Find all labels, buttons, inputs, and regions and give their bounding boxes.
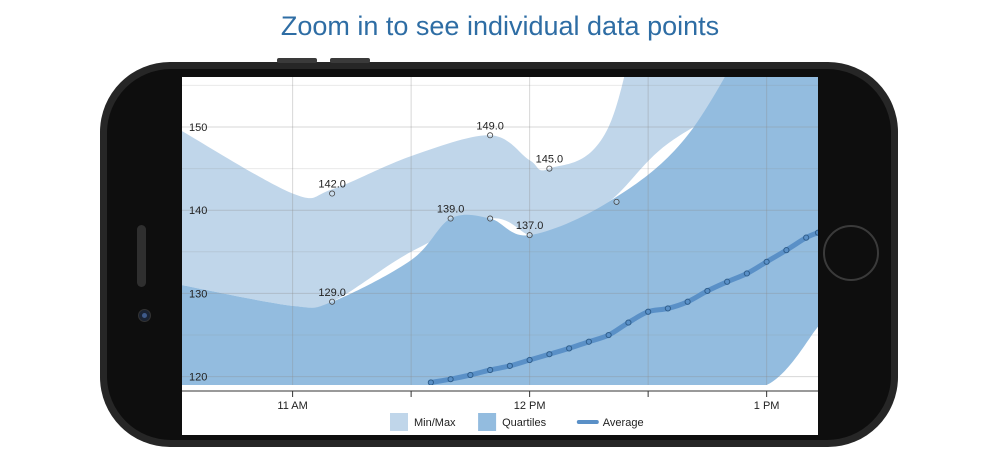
average-line: [428, 230, 818, 385]
average-point: [783, 247, 790, 254]
x-tick-label: 1 PM: [754, 400, 780, 412]
data-label: 137.0: [516, 220, 544, 232]
phone-screen: 142.0 149.0 145.0 139.0 137.0 129.0 120 130 140…: [182, 77, 818, 435]
average-point: [546, 351, 553, 358]
y-tick-label: 120: [189, 372, 207, 384]
average-point: [566, 345, 573, 352]
average-point: [814, 229, 818, 236]
y-tick-label: 150: [189, 122, 207, 134]
average-point: [526, 356, 533, 364]
chart[interactable]: 142.0 149.0 145.0 139.0 137.0 129.0 120 130 140…: [182, 77, 818, 435]
average-point: [427, 379, 434, 385]
legend-item-min-max-swatch: [390, 413, 408, 431]
average-point: [803, 234, 810, 241]
phone-side-button: [277, 58, 317, 63]
average-point: [763, 258, 770, 265]
legend-item-min-max-label: Min/Max: [414, 417, 456, 429]
data-label: 129.0: [318, 287, 346, 299]
y-tick-label: 130: [189, 288, 207, 300]
camera-icon: [138, 309, 151, 322]
data-point-marker: [546, 165, 553, 172]
average-point: [625, 319, 632, 326]
average-point: [743, 270, 750, 277]
home-button[interactable]: [823, 225, 879, 281]
legend-item-quartiles-label: Quartiles: [502, 417, 547, 429]
legend-item-quartiles-swatch: [478, 413, 497, 431]
data-point-marker: [487, 215, 494, 222]
data-point-marker: [329, 298, 336, 305]
data-point-marker: [329, 190, 336, 197]
average-point: [605, 331, 612, 339]
data-label: 139.0: [437, 204, 465, 216]
average-point: [506, 362, 513, 369]
data-point-marker: [447, 215, 454, 222]
data-label: 149.0: [476, 120, 504, 132]
phone-side-button: [330, 58, 370, 63]
minmax-area: [182, 77, 779, 309]
average-point: [724, 278, 731, 285]
minmax-area-layer: [182, 77, 779, 309]
average-point: [467, 371, 474, 379]
page-title: Zoom in to see individual data points: [280, 11, 720, 41]
legend: Min/Max Quartiles Average: [390, 413, 644, 431]
data-point-marker: [526, 232, 533, 239]
average-point: [684, 298, 691, 305]
camera-lens: [142, 313, 147, 318]
grid-layer: [182, 77, 818, 385]
average-point: [447, 376, 454, 383]
data-point-marker: [613, 198, 620, 205]
average-line-layer: [427, 229, 818, 385]
speaker-grille: [137, 225, 146, 287]
data-label: 142.0: [318, 179, 346, 191]
data-point-marker: [487, 132, 494, 139]
markers-layer: 142.0 149.0 145.0 139.0 137.0 129.0: [318, 120, 620, 305]
legend-item-average-swatch: [576, 420, 599, 424]
x-tick-label: 11 AM: [277, 400, 307, 412]
average-point: [487, 366, 494, 374]
average-point: [645, 308, 652, 315]
average-point: [585, 338, 592, 345]
y-tick-label: 140: [189, 205, 207, 217]
average-point: [704, 287, 711, 295]
x-tick-label: 12 PM: [514, 400, 546, 412]
average-point: [664, 305, 671, 312]
data-label: 145.0: [536, 154, 564, 166]
axes-layer: 120 130 140 150 11 AM 12 PM 1 PM: [182, 122, 818, 412]
legend-item-average-label: Average: [603, 417, 644, 429]
